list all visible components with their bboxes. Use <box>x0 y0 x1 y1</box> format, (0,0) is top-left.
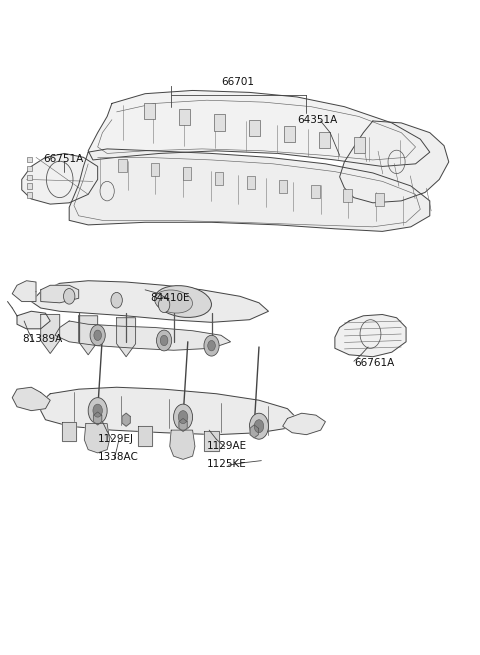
FancyBboxPatch shape <box>144 103 155 119</box>
Circle shape <box>179 411 188 424</box>
Text: 64351A: 64351A <box>297 115 337 124</box>
Circle shape <box>93 404 102 417</box>
Polygon shape <box>12 281 36 301</box>
FancyBboxPatch shape <box>214 115 225 131</box>
FancyBboxPatch shape <box>215 172 223 185</box>
FancyBboxPatch shape <box>179 109 190 125</box>
Text: 66751A: 66751A <box>43 154 84 164</box>
Text: 66701: 66701 <box>221 77 254 87</box>
Polygon shape <box>250 425 258 438</box>
Text: 66761A: 66761A <box>354 358 394 368</box>
Circle shape <box>250 413 268 440</box>
FancyBboxPatch shape <box>151 163 159 176</box>
Text: 1338AC: 1338AC <box>97 453 139 462</box>
Polygon shape <box>31 281 268 322</box>
FancyBboxPatch shape <box>26 193 32 198</box>
FancyBboxPatch shape <box>284 126 295 142</box>
Circle shape <box>90 325 105 346</box>
Polygon shape <box>84 424 109 453</box>
Circle shape <box>88 398 107 424</box>
FancyBboxPatch shape <box>343 189 352 202</box>
FancyBboxPatch shape <box>26 166 32 171</box>
FancyBboxPatch shape <box>26 183 32 189</box>
Circle shape <box>204 335 219 356</box>
FancyBboxPatch shape <box>26 174 32 179</box>
Polygon shape <box>62 422 76 441</box>
Polygon shape <box>17 311 50 329</box>
Polygon shape <box>138 426 152 445</box>
Circle shape <box>63 289 75 304</box>
Polygon shape <box>12 387 50 411</box>
Circle shape <box>254 420 264 433</box>
Polygon shape <box>94 412 102 425</box>
Ellipse shape <box>155 290 192 313</box>
Polygon shape <box>283 413 325 435</box>
FancyBboxPatch shape <box>26 157 32 162</box>
Polygon shape <box>335 314 406 357</box>
Text: 1129AE: 1129AE <box>207 441 247 451</box>
Polygon shape <box>122 413 130 426</box>
Ellipse shape <box>155 286 212 318</box>
Text: 81389A: 81389A <box>22 334 62 344</box>
Polygon shape <box>88 90 430 166</box>
FancyBboxPatch shape <box>247 176 255 189</box>
Polygon shape <box>41 314 60 354</box>
Polygon shape <box>340 121 449 203</box>
FancyBboxPatch shape <box>182 168 191 180</box>
FancyBboxPatch shape <box>319 132 330 148</box>
Polygon shape <box>204 432 219 451</box>
Text: 1125KE: 1125KE <box>207 459 247 469</box>
Circle shape <box>174 404 192 430</box>
FancyBboxPatch shape <box>249 120 260 136</box>
Polygon shape <box>41 387 297 435</box>
Polygon shape <box>55 321 230 350</box>
Polygon shape <box>117 318 136 357</box>
Circle shape <box>158 297 170 312</box>
Polygon shape <box>22 153 97 204</box>
FancyBboxPatch shape <box>354 137 364 153</box>
Circle shape <box>208 341 216 351</box>
Polygon shape <box>79 316 97 355</box>
Circle shape <box>111 292 122 308</box>
Circle shape <box>94 330 101 341</box>
FancyBboxPatch shape <box>279 180 288 193</box>
FancyBboxPatch shape <box>311 185 320 198</box>
Text: 1129EJ: 1129EJ <box>97 434 133 444</box>
Polygon shape <box>69 149 430 231</box>
Polygon shape <box>41 286 79 303</box>
FancyBboxPatch shape <box>375 193 384 206</box>
Polygon shape <box>170 430 195 459</box>
Circle shape <box>156 330 172 351</box>
Circle shape <box>160 335 168 346</box>
Text: 84410E: 84410E <box>150 293 189 303</box>
FancyBboxPatch shape <box>119 159 127 172</box>
Polygon shape <box>179 419 187 432</box>
